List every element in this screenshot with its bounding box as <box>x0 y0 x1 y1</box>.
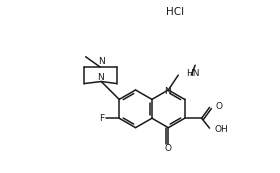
Text: OH: OH <box>214 125 228 134</box>
Text: N: N <box>164 88 171 97</box>
Text: N: N <box>98 57 105 66</box>
Text: HCl: HCl <box>166 7 184 17</box>
Text: O: O <box>165 144 172 153</box>
Text: O: O <box>216 102 223 111</box>
Text: N: N <box>97 73 104 82</box>
Text: F: F <box>99 114 104 123</box>
Text: HN: HN <box>186 69 200 78</box>
